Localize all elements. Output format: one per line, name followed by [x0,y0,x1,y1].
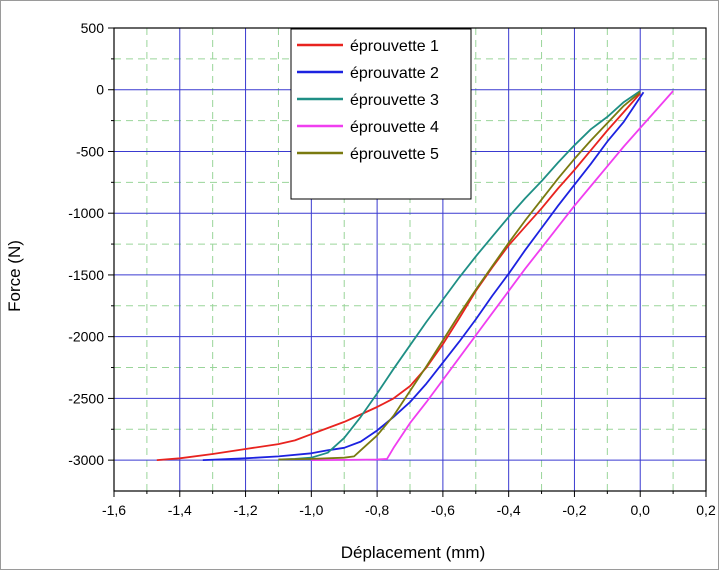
series-line-3 [278,90,641,461]
legend-label-1: éprouvette 1 [350,38,439,55]
series-line-5 [278,91,641,461]
x-tick-label: -0,6 [431,502,455,518]
legend-label-2: éprouvatte 2 [350,65,439,82]
legend-label-5: éprouvette 5 [350,146,439,163]
x-tick-label: -1,0 [299,502,323,518]
legend-box [290,28,472,200]
x-tick-label: -1,6 [102,502,126,518]
series-line-2 [202,91,645,461]
x-axis-title: Déplacement (mm) [341,543,486,562]
y-tick-label: -1000 [68,205,104,221]
legend-label-3: éprouvette 3 [350,92,439,109]
y-tick-labels: 500 0 -500 -1000 -1500 -2000 -2500 -3000 [68,20,104,468]
series-layer [156,90,674,461]
y-tick-label: -3000 [68,452,104,468]
y-tick-label: -2500 [68,390,104,406]
axis-ticks [108,27,707,497]
y-axis-title: Force (N) [5,240,24,312]
y-tick-label: 0 [96,82,104,98]
series-line-4 [311,90,674,461]
x-tick-label: -1,4 [168,502,192,518]
legend-label-4: éprouvette 4 [350,119,439,136]
x-tick-label: -0,4 [497,502,521,518]
y-tick-label: -1500 [68,267,104,283]
y-tick-label: 500 [81,20,105,36]
y-tick-label: -500 [76,143,104,159]
x-tick-label: 0,2 [696,502,716,518]
x-tick-label: 0,0 [630,502,650,518]
legend: éprouvette 1 éprouvatte 2 éprouvette 3 épro… [290,28,472,200]
x-tick-label: -1,2 [233,502,257,518]
y-tick-label: -2000 [68,329,104,345]
x-tick-labels: -1,6 -1,4 -1,2 -1,0 -0,8 -0,6 -0,4 -0,2 0,0 0,2 [102,502,716,518]
x-tick-label: -0,2 [562,502,586,518]
x-tick-label: -0,8 [365,502,389,518]
